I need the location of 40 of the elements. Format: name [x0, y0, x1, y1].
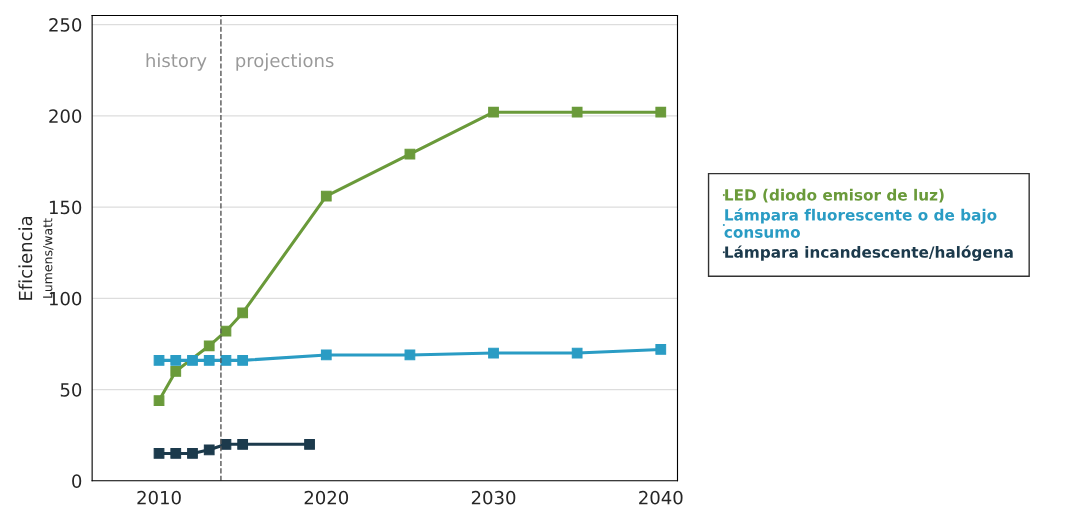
point — [404, 148, 416, 160]
point — [170, 365, 182, 377]
x-tick-label: 2040 — [639, 490, 683, 505]
point — [220, 355, 232, 366]
annotation: projections — [236, 53, 334, 71]
point — [237, 355, 249, 366]
point — [488, 106, 499, 118]
x-tick-label: 2020 — [304, 490, 349, 505]
point — [153, 448, 165, 459]
point — [237, 438, 249, 450]
point — [320, 349, 332, 361]
y-tick-label: 50 — [60, 383, 82, 397]
x-tick-label: 2030 — [471, 490, 516, 505]
point — [237, 307, 249, 319]
legend-label: Lámpara fluorescente o de bajo consumo — [724, 208, 997, 238]
x-tick-label: 2010 — [137, 490, 181, 505]
point — [187, 355, 198, 366]
point — [488, 347, 499, 359]
point — [655, 106, 667, 118]
point — [203, 340, 215, 352]
y-tick-label: 150 — [49, 200, 82, 215]
point — [170, 355, 182, 366]
legend-label: LED (diodo emisor de luz) — [725, 188, 944, 203]
y-tick-label: 200 — [49, 109, 82, 123]
point — [571, 106, 583, 118]
point — [320, 190, 332, 202]
point — [655, 344, 667, 355]
point — [571, 347, 583, 359]
point — [220, 325, 232, 337]
annotation: history — [146, 53, 207, 71]
point — [203, 444, 215, 456]
y-tick-label: 0 — [72, 474, 82, 488]
point — [153, 395, 165, 406]
point — [203, 355, 215, 366]
y-tick-label: 250 — [49, 18, 82, 32]
legend-label: Lámpara incandescente/halógena — [725, 245, 1013, 261]
point — [187, 448, 198, 459]
point — [170, 448, 182, 459]
point — [304, 438, 315, 450]
point — [153, 355, 165, 366]
